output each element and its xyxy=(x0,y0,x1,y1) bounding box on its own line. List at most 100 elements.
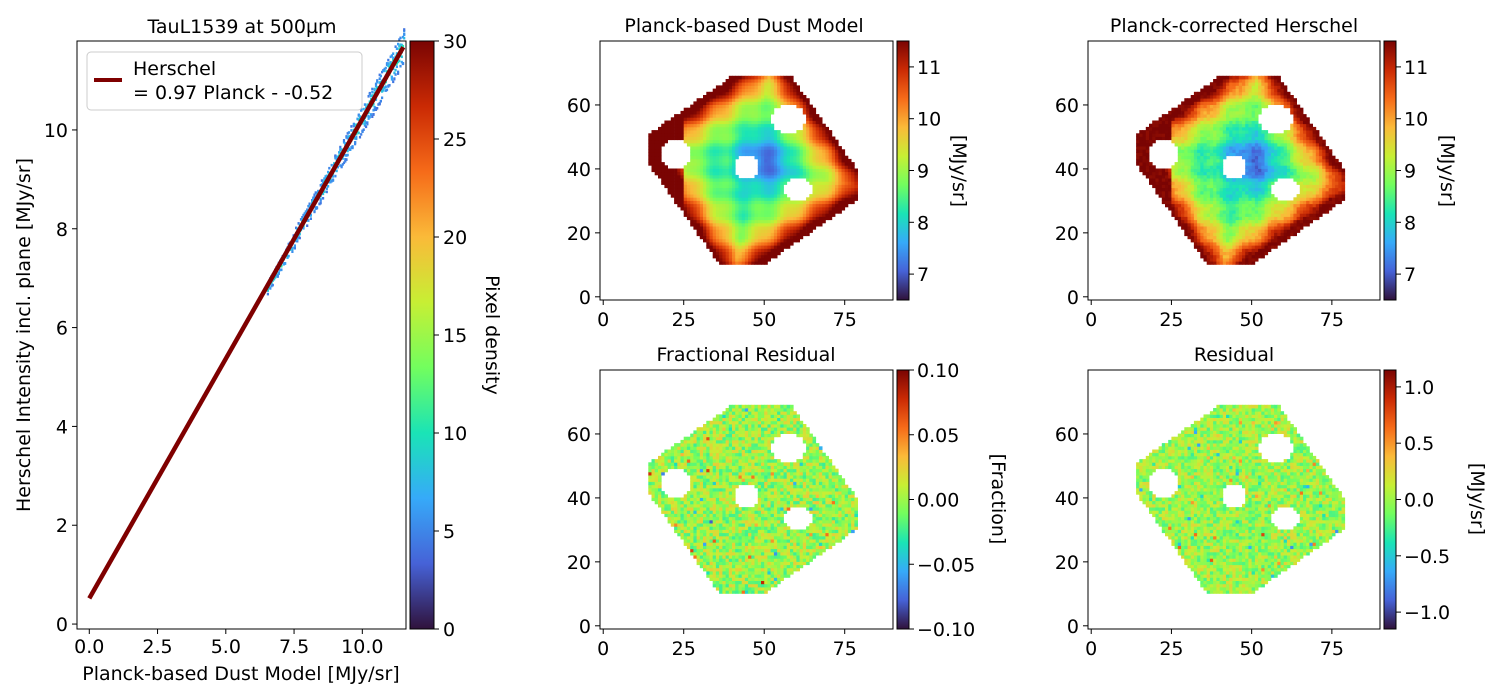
map-pixel xyxy=(1254,226,1259,230)
map-pixel xyxy=(1319,158,1323,163)
map-pixel xyxy=(1209,123,1214,128)
map-pixel xyxy=(764,107,768,112)
map-pixel xyxy=(777,203,781,208)
map-pixel xyxy=(1235,181,1240,185)
map-pixel xyxy=(1306,206,1310,211)
map-pixel xyxy=(812,187,817,192)
map-pixel xyxy=(1209,200,1214,205)
map-pixel xyxy=(1238,235,1243,240)
map-pixel xyxy=(757,235,762,240)
map-pixel xyxy=(786,158,791,163)
map-pixel xyxy=(1254,203,1259,208)
map-pixel xyxy=(1165,184,1169,189)
map-pixel xyxy=(793,101,797,105)
map-pixel xyxy=(1209,178,1214,182)
x-tick-label: 2.5 xyxy=(142,636,172,658)
map-pixel xyxy=(847,181,852,185)
y-tick-label: 40 xyxy=(567,159,591,181)
map-pixel xyxy=(1315,190,1320,195)
legend: Herschel = 0.97 Planck - -0.52 xyxy=(86,51,363,111)
map-pixel xyxy=(754,251,759,256)
map-pixel xyxy=(835,165,839,169)
map-pixel xyxy=(1306,194,1310,198)
density-cell xyxy=(401,35,405,39)
map-pixel xyxy=(670,187,675,192)
map-pixel xyxy=(761,168,765,173)
map-pixel xyxy=(1197,222,1201,227)
map-pixel xyxy=(1213,168,1217,173)
map-pixel xyxy=(712,152,717,157)
map-pixel xyxy=(709,213,714,217)
map-pixel xyxy=(1219,203,1224,208)
map-pixel xyxy=(1187,133,1192,137)
map-pixel xyxy=(706,158,710,163)
map-pixel xyxy=(690,174,694,179)
map-pixel xyxy=(654,155,659,160)
map-pixel xyxy=(1274,133,1278,137)
map-pixel xyxy=(777,232,781,237)
map-pixel xyxy=(1177,133,1182,137)
map-pixel xyxy=(751,216,755,221)
map-pixel xyxy=(1203,171,1208,176)
map-pixel xyxy=(706,219,710,224)
map-pixel xyxy=(1280,168,1285,173)
map-pixel xyxy=(1248,229,1252,233)
map-pixel xyxy=(648,149,652,153)
map-pixel xyxy=(1254,178,1259,182)
map-pixel xyxy=(825,152,829,157)
map-pixel xyxy=(1258,174,1262,179)
map-pixel xyxy=(1245,178,1249,182)
map-pixel xyxy=(1341,171,1346,176)
map-pixel xyxy=(777,235,781,240)
map-pixel xyxy=(1251,229,1256,233)
map-pixel xyxy=(1197,130,1201,134)
map-pixel xyxy=(1341,190,1346,195)
map-pixel xyxy=(1309,216,1313,221)
map-pixel xyxy=(1238,226,1243,230)
map-pixel xyxy=(1258,190,1262,195)
map-pixel xyxy=(1197,133,1201,137)
map-pixel xyxy=(815,133,820,137)
map-pixel xyxy=(1152,165,1156,169)
map-pixel xyxy=(1177,222,1182,227)
map-pixel xyxy=(738,190,743,195)
map-pixel xyxy=(1312,194,1317,198)
map-pixel xyxy=(1219,206,1224,211)
map-pixel xyxy=(1149,168,1153,173)
map-pixel xyxy=(799,165,804,169)
map-pixel xyxy=(741,152,746,157)
map-pixel xyxy=(744,216,749,221)
map-pixel xyxy=(699,178,704,182)
map-pixel xyxy=(690,114,694,118)
map-pixel xyxy=(715,101,720,105)
map-pixel xyxy=(1274,210,1278,214)
map-pixel xyxy=(715,197,720,201)
map-pixel xyxy=(767,165,771,169)
map-pixel xyxy=(738,203,743,208)
density-cell xyxy=(330,179,333,183)
map-pixel xyxy=(1306,190,1310,195)
map-pixel xyxy=(1312,130,1317,134)
map-pixel xyxy=(1238,190,1243,195)
map-pixel xyxy=(812,149,817,153)
map-pixel xyxy=(1206,203,1211,208)
map-pixel xyxy=(1315,142,1320,147)
map-pixel xyxy=(1149,174,1153,179)
map-pixel xyxy=(1190,174,1195,179)
map-pixel xyxy=(1251,171,1256,176)
map-pixel xyxy=(828,178,833,182)
map-pixel xyxy=(1254,194,1259,198)
map-pixel xyxy=(1306,136,1310,141)
map-pixel xyxy=(748,79,752,83)
map-pixel xyxy=(1209,203,1214,208)
map-pixel xyxy=(1168,136,1172,141)
map-pixel xyxy=(754,149,759,153)
map-pixel xyxy=(728,261,733,265)
map-pixel xyxy=(1270,174,1275,179)
map-pixel xyxy=(1142,155,1147,160)
map-pixel xyxy=(767,117,771,121)
map-pixel xyxy=(683,194,688,198)
map-pixel xyxy=(1152,139,1156,144)
map-pixel xyxy=(1251,190,1256,195)
